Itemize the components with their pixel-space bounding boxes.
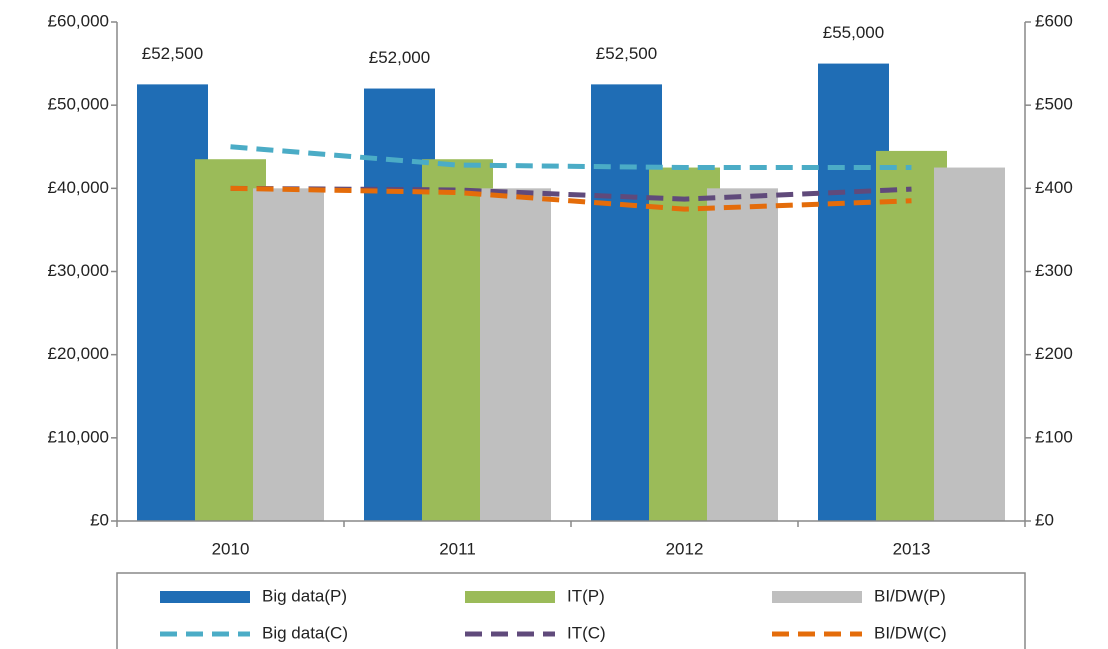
x-tick-label: 2011 bbox=[439, 539, 476, 558]
y2-tick-label: £100 bbox=[1035, 427, 1073, 446]
legend-swatch bbox=[772, 591, 862, 603]
y-tick-label: £50,000 bbox=[48, 95, 109, 114]
bar bbox=[707, 188, 778, 522]
legend-swatch bbox=[465, 591, 555, 603]
x-tick-label: 2013 bbox=[893, 539, 931, 558]
legend-label: BI/DW(P) bbox=[874, 586, 946, 605]
y-tick-label: £20,000 bbox=[48, 344, 109, 363]
bar bbox=[480, 188, 551, 522]
y2-tick-label: £300 bbox=[1035, 261, 1073, 280]
y2-tick-label: £400 bbox=[1035, 178, 1073, 197]
line-series bbox=[230, 185, 912, 212]
legend-label: BI/DW(C) bbox=[874, 623, 947, 642]
bar bbox=[934, 167, 1005, 521]
y-tick-label: £10,000 bbox=[48, 427, 109, 446]
legend-label: IT(C) bbox=[567, 623, 606, 642]
y-tick-label: £40,000 bbox=[48, 178, 109, 197]
y-tick-label: £30,000 bbox=[48, 261, 109, 280]
x-tick-label: 2010 bbox=[212, 539, 250, 558]
y2-tick-label: £0 bbox=[1035, 510, 1054, 529]
legend-swatch bbox=[160, 591, 250, 603]
x-tick-label: 2012 bbox=[666, 539, 704, 558]
legend-label: IT(P) bbox=[567, 586, 605, 605]
y2-tick-label: £500 bbox=[1035, 95, 1073, 114]
data-label: £52,000 bbox=[369, 48, 430, 67]
data-label: £55,000 bbox=[823, 23, 884, 42]
bar bbox=[253, 188, 324, 522]
line-series bbox=[230, 144, 912, 171]
legend-box bbox=[116, 572, 1026, 649]
y2-tick-label: £200 bbox=[1035, 344, 1073, 363]
line-series bbox=[230, 185, 912, 202]
legend-label: Big data(P) bbox=[262, 586, 347, 605]
y-tick-label: £60,000 bbox=[48, 11, 109, 30]
data-label: £52,500 bbox=[142, 44, 203, 63]
data-label: £52,500 bbox=[596, 44, 657, 63]
legend-label: Big data(C) bbox=[262, 623, 348, 642]
y2-tick-label: £600 bbox=[1035, 11, 1073, 30]
y-tick-label: £0 bbox=[90, 510, 109, 529]
